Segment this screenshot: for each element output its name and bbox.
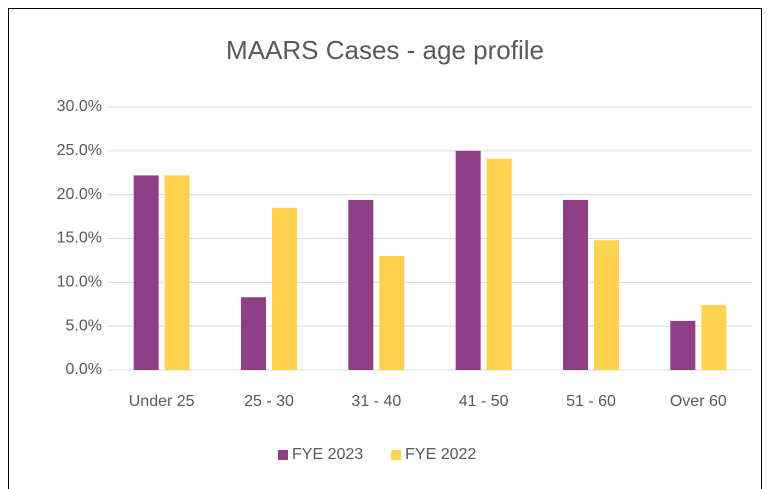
y-tick-label: 10.0% [57,274,102,291]
bar [563,199,588,370]
y-tick-label: 0.0% [66,361,102,378]
x-tick-label: Over 60 [670,393,727,410]
bar [670,320,696,370]
bar [455,150,481,370]
x-tick-label: 41 - 50 [459,393,509,410]
x-tick-label: 31 - 40 [351,393,401,410]
bar [701,305,727,370]
bar [272,207,297,370]
legend-swatch [278,450,288,460]
bar [164,175,190,370]
chart-frame [8,8,762,489]
y-tick-label: 20.0% [57,186,102,203]
x-tick-label: Under 25 [129,393,195,410]
y-tick-label: 15.0% [57,230,102,247]
y-tick-label: 5.0% [66,317,102,334]
legend-label: FYE 2023 [292,446,363,463]
y-tick-label: 30.0% [57,98,102,115]
x-tick-label: 51 - 60 [566,393,616,410]
bar [241,297,266,370]
bar [348,199,374,370]
bar [379,256,405,370]
x-tick-label: 25 - 30 [244,393,294,410]
y-tick-label: 25.0% [57,142,102,159]
chart-title: MAARS Cases - age profile [226,35,544,65]
legend-swatch [391,450,402,460]
bar [133,175,159,370]
bar [486,158,512,370]
bar [594,240,619,370]
legend-label: FYE 2022 [405,446,476,463]
